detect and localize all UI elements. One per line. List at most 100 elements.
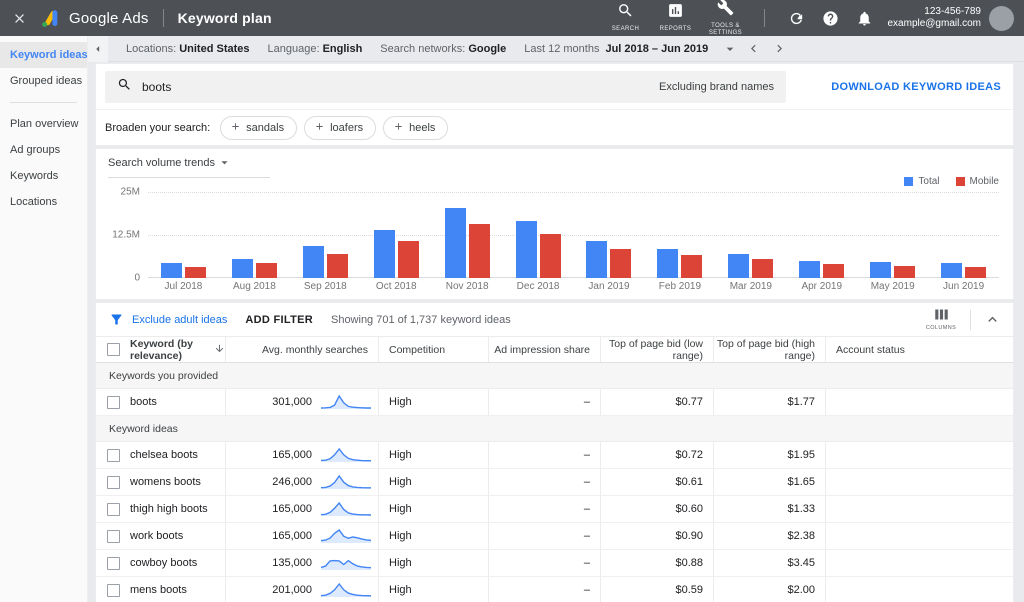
top-of-page-bid-low-cell: $0.90: [601, 523, 714, 549]
keyword-text: mens boots: [130, 584, 187, 596]
collapse-panel-arrow-icon[interactable]: [88, 35, 108, 62]
search-button[interactable]: SEARCH: [600, 0, 650, 36]
bar-mobile-oct-2018[interactable]: [397, 240, 419, 278]
close-icon[interactable]: [0, 0, 38, 36]
bar-group-apr-2019: [786, 192, 857, 278]
column-header-ad-impression-share[interactable]: Ad impression share: [489, 337, 601, 362]
notifications-bell-icon[interactable]: [847, 0, 881, 36]
next-period-icon[interactable]: [768, 36, 790, 62]
dropdown-arrow-icon: [722, 41, 738, 57]
x-axis-label: Dec 2018: [516, 280, 560, 292]
row-checkbox[interactable]: [106, 502, 120, 516]
filter-setting-search-networks[interactable]: Search networks: Google: [380, 43, 506, 55]
table-row-cowboy-boots[interactable]: cowboy boots 135,000 High – $0.88 $3.45: [96, 550, 1013, 577]
bar-total-feb-2019[interactable]: [657, 249, 679, 278]
bar-total-dec-2018[interactable]: [515, 221, 537, 278]
column-header-top-of-page-bid-high-range[interactable]: Top of page bid (high range): [714, 337, 826, 362]
keyword-text: thigh high boots: [130, 503, 208, 515]
bar-mobile-feb-2019[interactable]: [681, 255, 703, 278]
bar-total-apr-2019[interactable]: [799, 261, 821, 278]
bar-mobile-mar-2019[interactable]: [752, 259, 774, 278]
bar-total-mar-2019[interactable]: [728, 253, 750, 278]
keyword-search-input[interactable]: boots Excluding brand names: [105, 71, 786, 103]
row-checkbox[interactable]: [106, 475, 120, 489]
bar-mobile-nov-2018[interactable]: [468, 224, 490, 278]
bar-total-may-2019[interactable]: [870, 261, 892, 278]
bar-total-aug-2018[interactable]: [231, 258, 253, 278]
broaden-chip-loafers[interactable]: loafers: [304, 115, 377, 140]
keyword-ideas-table-card: Exclude adult ideas ADD FILTER Showing 7…: [96, 303, 1013, 602]
filter-setting-language[interactable]: Language: English: [268, 43, 363, 55]
bar-total-nov-2018[interactable]: [444, 208, 466, 278]
legend-item-mobile[interactable]: Mobile: [955, 174, 999, 188]
legend-swatch: [904, 176, 914, 186]
column-header-account-status[interactable]: Account status: [826, 344, 1013, 356]
tools-settings-button[interactable]: TOOLS & SETTINGS: [700, 0, 750, 40]
exclude-adult-ideas-filter[interactable]: Exclude adult ideas: [109, 312, 227, 327]
top-of-page-bid-low-cell: $0.88: [601, 550, 714, 576]
plus-icon: [314, 121, 325, 135]
table-row-boots[interactable]: boots 301,000 High – $0.77 $1.77: [96, 389, 1013, 416]
bar-mobile-apr-2019[interactable]: [823, 264, 845, 278]
table-row-chelsea-boots[interactable]: chelsea boots 165,000 High – $0.72 $1.95: [96, 442, 1013, 469]
column-header-avg-monthly-searches[interactable]: Avg. monthly searches: [226, 337, 379, 362]
help-icon[interactable]: [813, 0, 847, 36]
table-row-work-boots[interactable]: work boots 165,000 High – $0.90 $2.38: [96, 523, 1013, 550]
bar-total-sep-2018[interactable]: [302, 246, 324, 278]
add-filter-button[interactable]: ADD FILTER: [245, 313, 313, 326]
row-checkbox-cell: [96, 448, 130, 462]
ad-impression-share-cell: –: [489, 496, 601, 522]
row-checkbox[interactable]: [106, 395, 120, 409]
bar-total-jun-2019[interactable]: [941, 262, 963, 278]
table-row-mens-boots[interactable]: mens boots 201,000 High – $0.59 $2.00: [96, 577, 1013, 602]
broaden-chip-heels[interactable]: heels: [383, 115, 449, 140]
trend-sparkline: [320, 582, 372, 597]
avatar[interactable]: [989, 5, 1014, 31]
row-checkbox[interactable]: [106, 583, 120, 597]
sidebar-item-plan-overview[interactable]: Plan overview: [10, 118, 79, 130]
date-range-dropdown[interactable]: Last 12 months Jul 2018 – Jun 2019: [524, 41, 738, 57]
sidebar-item-keywords[interactable]: Keywords: [10, 170, 59, 182]
download-keyword-ideas-button[interactable]: DOWNLOAD KEYWORD IDEAS: [831, 81, 1001, 93]
bar-total-oct-2018[interactable]: [373, 229, 395, 278]
chart-type-dropdown[interactable]: Search volume trends: [108, 155, 270, 178]
keyword-text: womens boots: [130, 476, 201, 488]
bar-mobile-may-2019[interactable]: [894, 265, 916, 278]
search-card: boots Excluding brand names DOWNLOAD KEY…: [96, 64, 1013, 145]
sidebar-item-ad-groups[interactable]: Ad groups: [10, 144, 61, 156]
bar-mobile-jan-2019[interactable]: [610, 248, 632, 278]
refresh-icon[interactable]: [779, 0, 813, 36]
column-header-competition[interactable]: Competition: [379, 337, 489, 362]
row-checkbox[interactable]: [106, 529, 120, 543]
bar-group-feb-2019: [644, 192, 715, 278]
product-name: Google Ads: [69, 9, 149, 27]
sidebar-item-locations[interactable]: Locations: [10, 196, 58, 208]
bar-mobile-dec-2018[interactable]: [539, 233, 561, 278]
columns-button[interactable]: COLUMNS: [918, 308, 964, 331]
exclude-adult-ideas-label: Exclude adult ideas: [132, 313, 228, 326]
table-row-thigh-high-boots[interactable]: thigh high boots 165,000 High – $0.60 $1.33: [96, 496, 1013, 523]
filter-setting-locations[interactable]: Locations: United States: [126, 43, 250, 55]
reports-button[interactable]: REPORTS: [650, 0, 700, 36]
top-of-page-bid-high-cell: $1.33: [714, 496, 826, 522]
column-header-keyword-by-relevance[interactable]: Keyword (by relevance): [130, 337, 226, 362]
chart-title: Search volume trends: [108, 156, 215, 169]
select-all-checkbox[interactable]: [106, 343, 120, 356]
bar-mobile-sep-2018[interactable]: [326, 253, 348, 278]
bar-mobile-jun-2019[interactable]: [965, 266, 987, 278]
collapse-table-chevron-up-icon[interactable]: [977, 305, 1007, 335]
legend-item-total[interactable]: Total: [904, 174, 940, 188]
row-checkbox-cell: [96, 556, 130, 570]
bar-mobile-aug-2018[interactable]: [255, 262, 277, 278]
bar-total-jul-2018[interactable]: [160, 263, 182, 278]
bar-mobile-jul-2018[interactable]: [184, 267, 206, 278]
sidebar-item-keyword-ideas[interactable]: Keyword ideas: [0, 42, 88, 68]
bar-total-jan-2019[interactable]: [586, 241, 608, 278]
previous-period-icon[interactable]: [742, 36, 764, 62]
row-checkbox[interactable]: [106, 448, 120, 462]
column-header-top-of-page-bid-low-range[interactable]: Top of page bid (low range): [601, 337, 714, 362]
row-checkbox[interactable]: [106, 556, 120, 570]
sidebar-item-grouped-ideas[interactable]: Grouped ideas: [10, 75, 83, 87]
broaden-chip-sandals[interactable]: sandals: [220, 115, 298, 140]
table-row-womens-boots[interactable]: womens boots 246,000 High – $0.61 $1.65: [96, 469, 1013, 496]
